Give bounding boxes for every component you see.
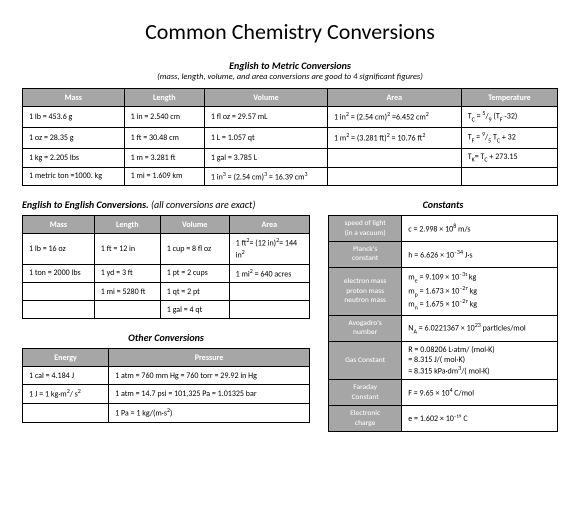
cell: Electroniccharge	[329, 406, 402, 432]
cell: c = 2.998 × 108 m/s	[402, 216, 558, 242]
cell: 1 mi2 = 640 acres	[229, 264, 309, 283]
cell: electron massproton massneutron mass	[329, 267, 402, 315]
cell	[327, 148, 461, 167]
table-row: 1 oz = 28.35 g1 ft = 30.48 cm1 L = 1.057…	[23, 127, 558, 148]
section4-title: Constants	[328, 198, 558, 211]
table-row: 1 lb = 16 oz1 ft = 12 in1 cup = 8 fl oz1…	[23, 234, 310, 264]
cell: 1 mi = 1.609 km	[124, 167, 204, 186]
cell: 1 metric ton =1000. kg	[23, 167, 125, 186]
section1-title: English to Metric Conversions	[22, 59, 558, 72]
table-constants: speed of light(in a vacuum)c = 2.998 × 1…	[328, 215, 558, 432]
cell	[23, 403, 109, 422]
page-title: Common Chemistry Conversions	[22, 18, 558, 45]
table-row: 1 metric ton =1000. kg1 mi = 1.609 km1 i…	[23, 167, 558, 186]
col-header: Pressure	[109, 349, 310, 367]
table-row: 1 mi = 5280 ft1 qt = 2 pt	[23, 283, 310, 301]
cell: 1 in3 = (2.54 cm)3 = 16.39 cm3	[204, 167, 327, 186]
table-row: Gas ConstantR = 0.08206 L·atm/ (mol·K) =…	[329, 341, 558, 380]
cell	[94, 301, 160, 319]
cell: 1 lb = 16 oz	[23, 234, 95, 264]
table-row: 1 kg = 2.205 lbs1 m = 3.281 ft1 gal = 3.…	[23, 148, 558, 167]
cell: 1 in = 2.540 cm	[124, 107, 204, 128]
cell: 1 atm = 14.7 psi = 101,325 Pa = 1.01325 …	[109, 385, 310, 404]
cell: 1 L = 1.057 qt	[204, 127, 327, 148]
col-header: Area	[327, 89, 461, 107]
cell: 1 oz = 28.35 g	[23, 127, 125, 148]
table-row: 1 cal = 4.184 J1 atm = 760 mm Hg = 760 t…	[23, 367, 310, 385]
cell: TC = 5/9 (TF -32)	[461, 107, 557, 128]
cell: 1 atm = 760 mm Hg = 760 torr = 29.92 in …	[109, 367, 310, 385]
cell: h = 6.626 × 10⁻34 J·s	[402, 242, 558, 268]
cell: 1 cal = 4.184 J	[23, 367, 109, 385]
section3-title: Other Conversions	[22, 331, 310, 344]
cell	[23, 301, 95, 319]
cell: R = 0.08206 L·atm/ (mol·K) = 8.315 J/( m…	[402, 341, 558, 380]
section1-note: (mass, length, volume, and area conversi…	[22, 72, 558, 82]
section2-title: English to English Conversions. (all con…	[22, 198, 310, 211]
cell	[461, 167, 557, 186]
table-row: 1 Pa = 1 kg/(m·s2)	[23, 403, 310, 422]
table-row: FaradayConstantF = 9.65 × 104 C/mol	[329, 380, 558, 406]
cell: 1 ft = 12 in	[94, 234, 160, 264]
cell	[229, 283, 309, 301]
cell: 1 m = 3.281 ft	[124, 148, 204, 167]
cell: FaradayConstant	[329, 380, 402, 406]
col-header: Volume	[160, 216, 229, 234]
col-header: Length	[94, 216, 160, 234]
cell: Avogadro'snumber	[329, 316, 402, 342]
col-header: Area	[229, 216, 309, 234]
table-row: 1 J = 1 kg·m2/ s21 atm = 14.7 psi = 101,…	[23, 385, 310, 404]
cell: 1 in2 = (2.54 cm)2 =6.452 cm2	[327, 107, 461, 128]
cell: 1 gal = 4 qt	[160, 301, 229, 319]
cell: 1 lb = 453.6 g	[23, 107, 125, 128]
col-header: Mass	[23, 216, 95, 234]
cell: TK= TC + 273.15	[461, 148, 557, 167]
cell: 1 mi = 5280 ft	[94, 283, 160, 301]
cell: me = 9.109 × 10⁻3¹ kgmp = 1.673 × 10⁻2⁷ …	[402, 267, 558, 315]
cell: e = 1.602 × 10⁻¹⁹ C	[402, 406, 558, 432]
col-header: Mass	[23, 89, 125, 107]
cell: 1 J = 1 kg·m2/ s2	[23, 385, 109, 404]
cell: Planck'sconstant	[329, 242, 402, 268]
section1-header: English to Metric Conversions (mass, len…	[22, 59, 558, 82]
cell: Gas Constant	[329, 341, 402, 380]
cell: 1 pt = 2 cups	[160, 264, 229, 283]
col-header: Energy	[23, 349, 109, 367]
table-row: 1 lb = 453.6 g1 in = 2.540 cm1 fl oz = 2…	[23, 107, 558, 128]
cell: F = 9.65 × 104 C/mol	[402, 380, 558, 406]
cell: 1 kg = 2.205 lbs	[23, 148, 125, 167]
cell: 1 qt = 2 pt	[160, 283, 229, 301]
cell: 1 yd = 3 ft	[94, 264, 160, 283]
table-row: Planck'sconstanth = 6.626 × 10⁻34 J·s	[329, 242, 558, 268]
cell: 1 ft2= (12 in)2= 144 in2	[229, 234, 309, 264]
cell: NA = 6.0221367 × 1023 particles/mol	[402, 316, 558, 342]
cell: 1 ft = 30.48 cm	[124, 127, 204, 148]
table-row: speed of light(in a vacuum)c = 2.998 × 1…	[329, 216, 558, 242]
cell: 1 gal = 3.785 L	[204, 148, 327, 167]
cell	[229, 301, 309, 319]
cell: 1 fl oz = 29.57 mL	[204, 107, 327, 128]
table-row: Avogadro'snumberNA = 6.0221367 × 1023 pa…	[329, 316, 558, 342]
table-english-english: MassLengthVolumeArea 1 lb = 16 oz1 ft = …	[22, 215, 310, 319]
cell: TF = 9/5 TC + 32	[461, 127, 557, 148]
col-header: Temperature	[461, 89, 557, 107]
cell: speed of light(in a vacuum)	[329, 216, 402, 242]
cell: 1 cup = 8 fl oz	[160, 234, 229, 264]
table-row: Electronicchargee = 1.602 × 10⁻¹⁹ C	[329, 406, 558, 432]
table-row: 1 gal = 4 qt	[23, 301, 310, 319]
cell: 1 ton = 2000 lbs	[23, 264, 95, 283]
table-row: electron massproton massneutron massme =…	[329, 267, 558, 315]
table-other: EnergyPressure 1 cal = 4.184 J1 atm = 76…	[22, 348, 310, 422]
cell	[23, 283, 95, 301]
col-header: Length	[124, 89, 204, 107]
col-header: Volume	[204, 89, 327, 107]
cell: 1 Pa = 1 kg/(m·s2)	[109, 403, 310, 422]
cell	[327, 167, 461, 186]
table-row: 1 ton = 2000 lbs1 yd = 3 ft1 pt = 2 cups…	[23, 264, 310, 283]
table-english-metric: MassLengthVolumeAreaTemperature 1 lb = 4…	[22, 88, 558, 186]
cell: 1 m2 = (3.281 ft)2 = 10.76 ft2	[327, 127, 461, 148]
